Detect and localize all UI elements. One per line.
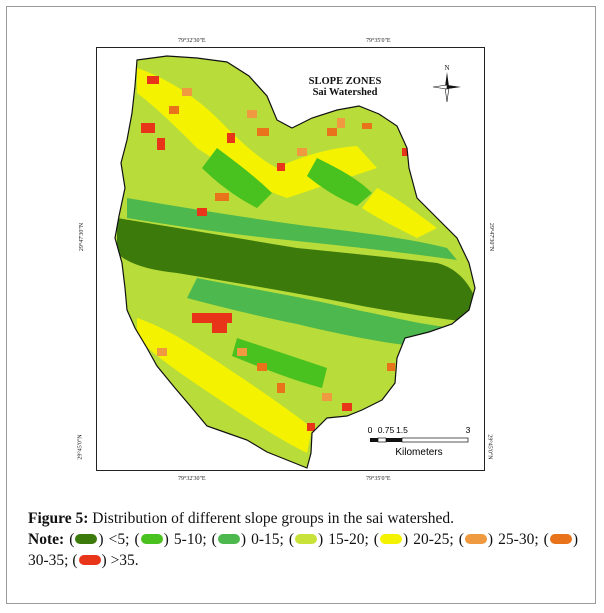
north-arrow-icon: N <box>432 64 461 103</box>
map-title-main: SLOPE ZONES <box>308 76 382 87</box>
figure-label: Figure 5: <box>28 510 89 527</box>
scale-tick-0: 0 <box>368 425 373 435</box>
ridge-east <box>362 188 437 238</box>
ridge-south <box>137 318 312 453</box>
zone-south-green <box>232 338 327 388</box>
scale-unit: Kilometers <box>395 447 442 458</box>
legend-label: >35. <box>110 552 139 569</box>
note-label: Note: <box>28 531 65 548</box>
zone-mid2 <box>307 158 372 206</box>
lat-right-1: 29°47'30"N <box>488 222 495 252</box>
legend-swatch <box>549 534 572 545</box>
legend-item: () <5; <box>69 531 130 548</box>
map-frame <box>96 47 485 471</box>
scale-tick-2: 1.5 <box>396 425 408 435</box>
legend-swatch <box>78 555 101 566</box>
legend-label: 25-30; <box>498 531 539 548</box>
legend-label: 5-10; <box>173 531 207 548</box>
lon-top-1: 79°32'30"E <box>178 38 206 44</box>
legend-label: 0-15; <box>251 531 284 548</box>
scale-tick-3: 3 <box>466 425 471 435</box>
valley-upper <box>127 198 457 260</box>
legend-item: () 20-25; <box>368 531 454 548</box>
legend-label: 15-20; <box>328 531 369 548</box>
legend-swatch <box>379 534 402 545</box>
legend-item: () 25-30; <box>453 531 539 548</box>
valley-lower <box>187 278 457 348</box>
map-title-sub: Sai Watershed <box>312 87 378 98</box>
map-title: SLOPE ZONES Sai Watershed <box>300 76 390 98</box>
legend-swatch <box>464 534 487 545</box>
figure-caption-text: Distribution of different slope groups i… <box>88 510 455 527</box>
lat-right-2: 29°45'0"N <box>486 434 493 460</box>
legend-swatch <box>217 534 240 545</box>
legend-item: () 30-35; <box>28 531 579 569</box>
legend-swatch <box>295 534 318 545</box>
legend-item: () 5-10; <box>129 531 207 548</box>
legend-label: 20-25; <box>413 531 454 548</box>
lat-left-2: 29°45'0"N <box>77 434 84 460</box>
legend-item: () 15-20; <box>283 531 369 548</box>
lon-top-2: 79°35'0"E <box>366 38 391 44</box>
lat-left-1: 29°47'30"N <box>79 222 86 252</box>
figure-caption: Figure 5: Distribution of different slop… <box>28 508 578 571</box>
steep-patches <box>141 76 410 431</box>
lon-bottom-1: 79°32'30"E <box>178 476 206 482</box>
watershed-map <box>114 55 476 469</box>
slope-raster <box>115 56 475 468</box>
figure-container <box>6 6 596 604</box>
legend-item: () 0-15; <box>206 531 284 548</box>
legend-swatch <box>75 534 98 545</box>
legend-label: <5; <box>108 531 130 548</box>
lon-bottom-2: 79°35'0"E <box>366 476 391 482</box>
scale-tick-1: 0.75 <box>378 425 395 435</box>
scale-bar: 0 0.75 1.5 3 Kilometers <box>368 425 471 458</box>
watershed-boundary <box>114 55 476 469</box>
legend: () <5; () 5-10; () 0-15; () 15-20; () 20… <box>28 531 578 569</box>
legend-label: 30-35; <box>28 552 69 569</box>
legend-item: () >35. <box>68 552 139 569</box>
zone-mid <box>202 148 272 208</box>
legend-swatch <box>140 534 163 545</box>
valley-main <box>117 218 475 323</box>
north-label: N <box>444 64 449 72</box>
